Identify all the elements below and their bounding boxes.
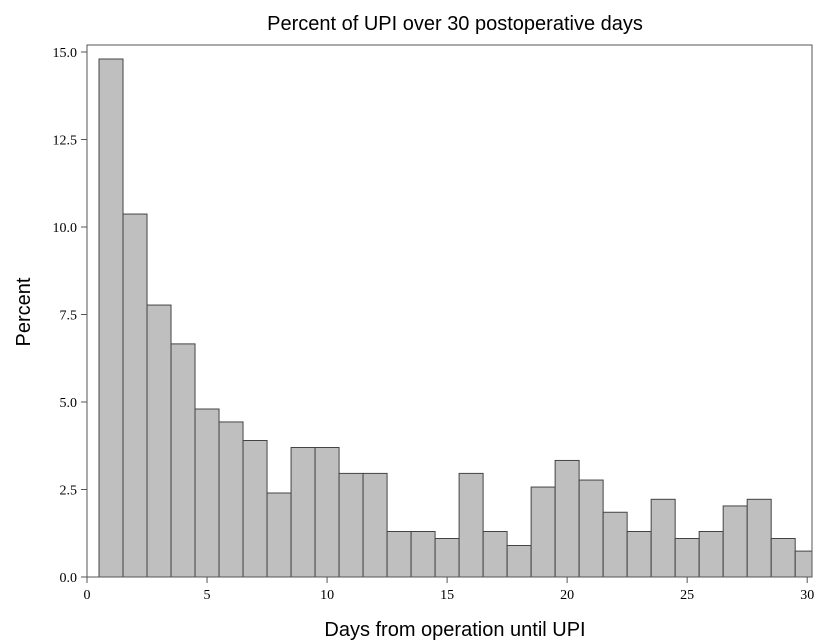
x-axis-label: Days from operation until UPI [324, 619, 585, 641]
bar [482, 531, 508, 577]
bar [266, 492, 292, 577]
bar [170, 343, 196, 577]
x-tick-label: 25 [680, 588, 694, 603]
bar [506, 545, 532, 577]
bar [122, 213, 148, 577]
bar [746, 498, 772, 577]
x-tick-label: 0 [84, 588, 91, 603]
x-tick-label: 30 [800, 588, 814, 603]
bar [554, 459, 580, 577]
y-tick-label: 5.0 [60, 396, 78, 411]
bar [530, 486, 556, 577]
x-tick-label: 5 [204, 588, 211, 603]
bar [722, 505, 748, 577]
bar [674, 538, 700, 577]
bar [578, 479, 604, 577]
bar [98, 58, 124, 577]
bar [410, 531, 436, 577]
bar [290, 447, 316, 577]
bar [194, 408, 220, 577]
y-tick-label: 0.0 [60, 571, 78, 586]
bar [794, 550, 812, 577]
bar [386, 531, 412, 577]
bar [146, 304, 172, 577]
x-tick-label: 10 [320, 588, 334, 603]
bar [338, 472, 364, 577]
y-tick-label: 15.0 [53, 46, 78, 61]
bar [650, 498, 676, 577]
bar [626, 531, 652, 577]
y-tick-label: 2.5 [60, 484, 78, 499]
x-tick-label: 15 [440, 588, 454, 603]
bar [602, 511, 628, 577]
bar [314, 447, 340, 577]
bar [218, 421, 244, 577]
y-tick-label: 12.5 [53, 134, 78, 149]
bars [98, 58, 812, 577]
bar [698, 531, 724, 577]
x-tick-label: 20 [560, 588, 574, 603]
bar [770, 538, 796, 577]
bar [458, 472, 484, 577]
chart-title: Percent of UPI over 30 postoperative day… [267, 13, 643, 35]
bar [242, 440, 268, 577]
bar [434, 538, 460, 577]
plot-frame [86, 44, 813, 578]
bar [362, 472, 388, 577]
y-tick-label: 10.0 [53, 221, 78, 236]
y-axis-label: Percent [13, 277, 35, 346]
y-tick-label: 7.5 [60, 309, 78, 324]
